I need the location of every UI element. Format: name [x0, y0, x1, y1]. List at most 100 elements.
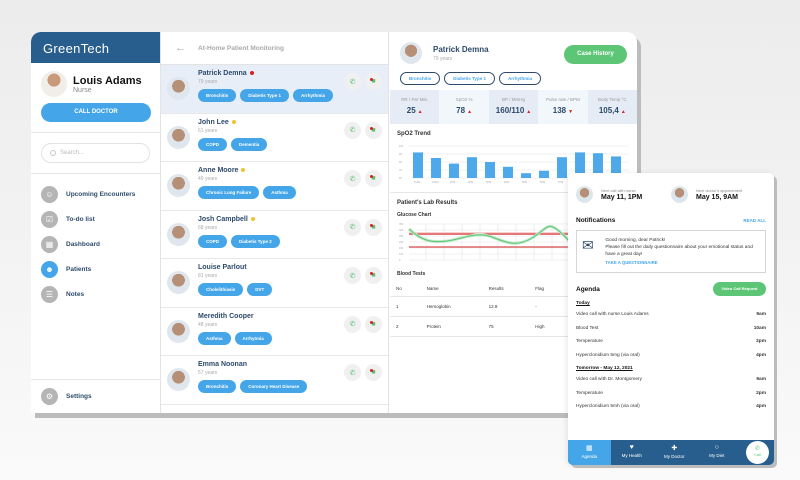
- medical-bag-icon: ✚: [671, 445, 678, 452]
- divider: [31, 132, 160, 133]
- condition-tag: Arrhythmia: [292, 89, 333, 102]
- patient-row[interactable]: Josh Campbell 68 years COPD Diabetis Typ…: [161, 211, 388, 259]
- sidebar-item-settings[interactable]: ⚙ Settings: [31, 379, 161, 413]
- sidebar: GreenTech Louis Adams Nurse CALL DOCTOR …: [31, 32, 161, 413]
- table-cell: Protein: [420, 316, 483, 337]
- read-all-link[interactable]: READ ALL: [743, 218, 766, 223]
- vital-value: 160/110: [495, 106, 525, 115]
- tab-label: My Diet: [709, 453, 725, 458]
- tab-my-doctor[interactable]: ✚ My Doctor: [653, 440, 696, 465]
- phone-call-button[interactable]: ✆: [344, 218, 361, 236]
- search-input[interactable]: Search...: [41, 143, 150, 163]
- patient-row[interactable]: Anne Moore 49 years Chronic Lung Failure…: [161, 162, 388, 211]
- condition-tags: Bronchitis Diabetis Type 1 Arrhythmia: [390, 64, 637, 85]
- tab-my-diet[interactable]: ○ My Diet: [696, 440, 739, 465]
- vital-pulse: Pulse rate / BPM 138 ▼: [538, 90, 588, 124]
- trend-up-icon: ▲: [526, 109, 532, 115]
- video-call-button[interactable]: ■: [365, 121, 382, 139]
- user-name: Louis Adams: [73, 74, 142, 87]
- divider: [31, 173, 160, 174]
- video-call-request-button[interactable]: Video Call Request: [713, 282, 766, 296]
- video-call-button[interactable]: ■: [365, 170, 382, 187]
- phone-call-button[interactable]: ✆: [344, 315, 361, 333]
- svg-text:300: 300: [399, 229, 404, 232]
- vital-spo2: SpO2 % 78 ▲: [439, 90, 489, 124]
- phone-call-button[interactable]: ✆: [344, 170, 361, 187]
- trend-up-icon: ▲: [467, 109, 473, 115]
- phone-call-button[interactable]: ✆: [344, 121, 361, 139]
- call-button[interactable]: ✆ Call: [746, 441, 769, 464]
- next-appointment-date: May 15, 9AM: [696, 194, 739, 201]
- notifications-title: Notifications: [576, 217, 616, 224]
- condition-tag: Asthma: [198, 331, 231, 345]
- svg-text:250: 250: [399, 235, 404, 238]
- agenda-time: 9am: [756, 312, 766, 318]
- agenda-time: 9am: [756, 377, 766, 383]
- condition-tag: COPD: [198, 137, 228, 151]
- svg-text:5PM: 5PM: [522, 181, 527, 184]
- svg-text:7PM: 7PM: [558, 181, 563, 184]
- tab-agenda[interactable]: ▦ Agenda: [568, 440, 611, 465]
- bottom-tab-bar: ▦ Agenda ♥ My Health ✚ My Doctor ○ My Diet ✆…: [568, 440, 774, 465]
- back-arrow-icon[interactable]: ←: [175, 42, 186, 54]
- patient-age: 79 years: [433, 55, 453, 62]
- trend-down-icon: ▼: [568, 109, 574, 115]
- column-header: No: [396, 286, 402, 291]
- next-call-date: May 11, 1PM: [601, 194, 643, 201]
- desktop-window: GreenTech Louis Adams Nurse CALL DOCTOR …: [31, 32, 637, 413]
- agenda-text: Temperature: [576, 390, 603, 396]
- video-call-button[interactable]: ■: [365, 364, 382, 381]
- patient-name: Patrick Demna: [198, 70, 247, 77]
- take-questionnaire-link[interactable]: TAKE A QUESTIONNAIRE: [605, 260, 658, 265]
- agenda-time: 4pm: [756, 404, 766, 410]
- agenda-text: Temperature: [576, 339, 603, 345]
- column-header: Results: [488, 286, 504, 291]
- vital-label: Body Temp °C: [597, 97, 627, 102]
- phone-call-button[interactable]: ✆: [344, 364, 361, 381]
- sidebar-item-dashboard[interactable]: ▦ Dashboard: [31, 232, 160, 257]
- sidebar-item-label: Dashboard: [66, 241, 100, 248]
- health-hand-icon: ♥: [629, 444, 634, 451]
- agenda-item: Video call with Dr. Montgomery 9am: [568, 373, 774, 387]
- video-call-button[interactable]: ■: [365, 73, 382, 90]
- user-profile: Louis Adams Nurse: [31, 63, 160, 97]
- sidebar-item-patients[interactable]: ☻ Patients: [31, 257, 160, 282]
- agenda-day-label: Tomorrow - May 12, 2021: [576, 366, 633, 371]
- tab-my-health[interactable]: ♥ My Health: [611, 440, 654, 465]
- video-call-button[interactable]: ■: [365, 267, 382, 284]
- patient-row[interactable]: Meredith Cooper 48 years Asthma Arrhytmi…: [161, 308, 388, 356]
- notes-icon: ☰: [41, 286, 58, 303]
- patient-row[interactable]: John Lee 61 years COPD Dementia ✆ ■: [161, 114, 388, 162]
- phone-icon: ✆: [754, 446, 761, 452]
- patient-row[interactable]: Louise Parlout 81 years Cholelithiasis D…: [161, 259, 388, 308]
- status-dot: [231, 119, 236, 124]
- patient-name: Anne Moore: [198, 167, 239, 174]
- phone-call-button[interactable]: ✆: [344, 267, 361, 284]
- sidebar-item-upcoming-encounters[interactable]: ☺ Upcoming Encounters: [31, 182, 160, 207]
- patient-list-header: ← At-Home Patient Monitoring: [161, 32, 388, 65]
- call-doctor-button[interactable]: CALL DOCTOR: [41, 103, 151, 122]
- case-history-button[interactable]: Case History: [564, 45, 627, 64]
- video-call-button[interactable]: ■: [365, 218, 382, 236]
- spo2-chart-title: SpO2 Trend: [397, 131, 431, 137]
- avatar: [167, 319, 190, 343]
- vital-label: BP / MmHg: [502, 97, 525, 102]
- sidebar-item-notes[interactable]: ☰ Notes: [31, 282, 160, 307]
- condition-tag: Dementia: [231, 137, 268, 151]
- condition-tag: Coronary Heart Disease: [240, 380, 308, 393]
- page-title: At-Home Patient Monitoring: [198, 44, 284, 52]
- avatar: [167, 174, 190, 197]
- patient-row[interactable]: Emma Noonan 57 years Bronchitis Coronary…: [161, 356, 388, 405]
- agenda-item: Temperature 2pm: [568, 387, 774, 401]
- table-cell: High: [529, 316, 566, 337]
- patient-row[interactable]: Patrick Demna 79 years Bronchitis Diabet…: [161, 65, 388, 114]
- glucose-chart-title: Glucose Chart: [397, 212, 432, 218]
- status-dot: [241, 168, 246, 173]
- agenda-title: Agenda: [576, 285, 600, 293]
- phone-call-button[interactable]: ✆: [344, 73, 361, 90]
- patient-name: Patrick Demna: [433, 44, 489, 54]
- video-call-button[interactable]: ■: [365, 315, 382, 333]
- condition-tag: Cholelithiasis: [198, 283, 244, 296]
- sidebar-item-todo-list[interactable]: ☑ To-do list: [31, 207, 160, 232]
- trend-up-icon: ▲: [417, 109, 423, 115]
